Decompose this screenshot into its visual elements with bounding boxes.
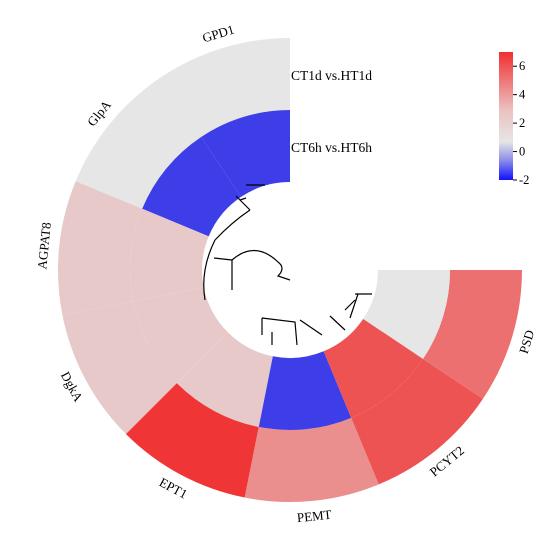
dendrogram [203, 184, 372, 346]
heatmap-cell-inner-PEMT [258, 351, 352, 430]
heatmap-cell-inner-DgkA [133, 287, 228, 384]
gene-label-DgkA: DgkA [58, 369, 86, 405]
gene-label-EPT1: EPT1 [157, 474, 190, 501]
heatmap-cell-inner-GlpA [142, 136, 242, 237]
heatmap-cell-inner-EPT1 [176, 332, 273, 427]
colorbar-tick-label: 0 [519, 145, 525, 159]
heatmap-cell-outer-DgkA [62, 301, 177, 435]
heatmap-cell-outer-GPD1 [161, 38, 290, 137]
colorbar-tick-label: 6 [519, 59, 525, 73]
gene-label-GPD1: GPD1 [201, 22, 236, 46]
dendrogram-branch [231, 249, 291, 290]
outer-ring-cells [57, 38, 522, 502]
heatmap-cell-outer-PEMT [244, 417, 379, 502]
heatmap-cell-inner-PCYT2 [323, 318, 424, 418]
colorbar: 6 4 2 0 -2 [499, 52, 529, 187]
ring-label-inner: CT6h vs.HT6h [291, 140, 372, 155]
heatmap-cell-outer-PSD [423, 270, 522, 399]
colorbar-gradient [499, 52, 513, 180]
dendrogram-branch [235, 184, 265, 211]
heatmap-cell-outer-AGPAT8 [57, 181, 143, 316]
heatmap-cell-outer-GlpA [75, 77, 202, 209]
heatmap-cell-outer-EPT1 [125, 383, 259, 498]
ring-label-outer: CT1d vs.HT1d [291, 68, 372, 83]
inner-ring-cells [130, 110, 450, 430]
dendrogram-branch [261, 317, 298, 346]
colorbar-tick-label: 2 [519, 116, 525, 130]
heatmap-cell-inner-GPD1 [201, 110, 290, 197]
gene-label-PSD: PSD [516, 328, 537, 355]
gene-label-PEMT: PEMT [296, 507, 332, 525]
dendrogram-branch [299, 293, 372, 336]
gene-label-AGPAT8: AGPAT8 [34, 222, 54, 270]
heatmap-cell-outer-PCYT2 [351, 358, 483, 485]
colorbar-tick-label: -2 [519, 173, 529, 187]
heatmap-cell-inner-PSD [363, 270, 450, 359]
colorbar-tick-label: 4 [519, 88, 526, 102]
heatmap-cell-inner-AGPAT8 [130, 208, 209, 302]
dendrogram-branch [203, 209, 251, 301]
